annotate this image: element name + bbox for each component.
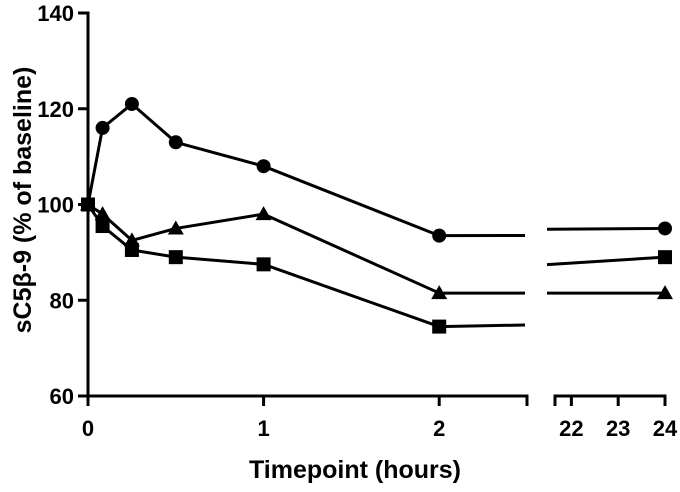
tick-marks bbox=[78, 11, 667, 406]
series-1-line-left bbox=[86, 102, 526, 238]
x-tick-label-24: 24 bbox=[653, 416, 678, 441]
series-3-point-1 bbox=[81, 197, 95, 212]
x-tick-label-22: 22 bbox=[559, 416, 583, 441]
series-3-point-7 bbox=[658, 250, 672, 265]
series-2-point-7 bbox=[657, 285, 673, 300]
y-tick-label-100: 100 bbox=[37, 193, 74, 218]
y-tick-label-60: 60 bbox=[50, 384, 74, 409]
series-2-point-5 bbox=[255, 206, 272, 221]
x-tick-label-2: 2 bbox=[433, 416, 445, 441]
series-2-point-4 bbox=[167, 220, 184, 235]
series-2-point-6 bbox=[431, 285, 448, 300]
series-3-point-6 bbox=[432, 319, 447, 334]
y-tick-label-80: 80 bbox=[50, 288, 74, 313]
y-tick-label-140: 140 bbox=[37, 1, 74, 26]
y-tick-label-120: 120 bbox=[37, 97, 74, 122]
x-tick-label-0: 0 bbox=[82, 416, 94, 441]
series-2-point-2 bbox=[94, 206, 111, 221]
x-axis-title: Timepoint (hours) bbox=[249, 456, 461, 484]
series-1-point-2 bbox=[95, 120, 110, 135]
series-3-point-4 bbox=[168, 250, 183, 265]
series-3-line-left bbox=[86, 203, 526, 329]
y-axis-title: sC5β-9 (% of baseline) bbox=[9, 67, 37, 334]
series-3-point-2 bbox=[95, 219, 110, 234]
series-1-point-6 bbox=[432, 228, 447, 243]
x-tick-label-1: 1 bbox=[257, 416, 269, 441]
series-1-point-5 bbox=[256, 159, 271, 174]
series-1-line-right bbox=[546, 226, 666, 231]
series-2-point-3 bbox=[123, 232, 140, 247]
series-markers bbox=[80, 96, 673, 334]
series-1-point-3 bbox=[124, 96, 139, 111]
x-tick-label-23: 23 bbox=[606, 416, 630, 441]
series-3-point-3 bbox=[124, 242, 139, 257]
series-1-point-7 bbox=[658, 221, 672, 236]
series-1-point-4 bbox=[168, 135, 183, 150]
axes bbox=[86, 11, 667, 398]
series-3-point-5 bbox=[256, 257, 271, 272]
series-3-line-right bbox=[546, 255, 666, 267]
